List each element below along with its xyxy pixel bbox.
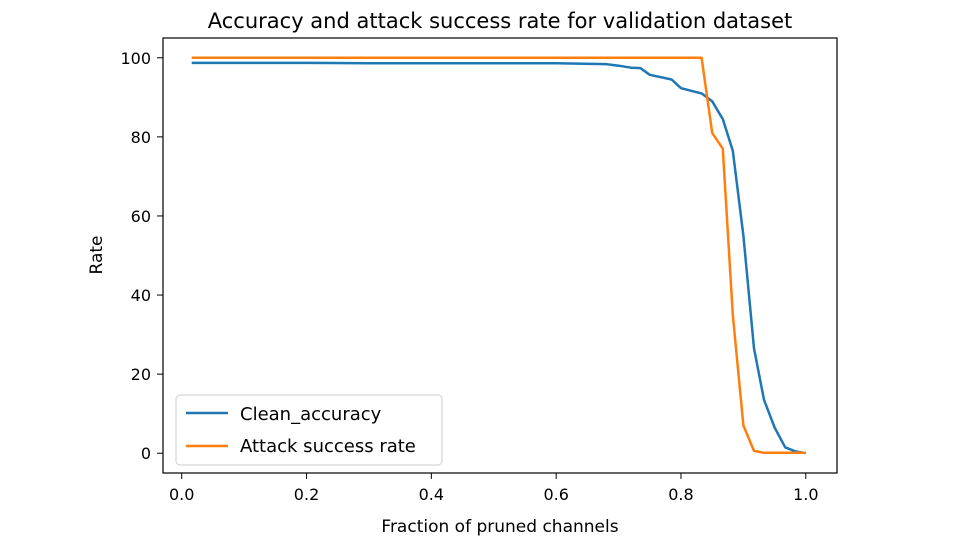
x-tick-label: 0.4 <box>419 485 444 504</box>
x-tick-label: 0.2 <box>294 485 319 504</box>
y-tick-label: 40 <box>131 286 151 305</box>
y-tick-label: 60 <box>131 207 151 226</box>
y-tick-label: 20 <box>131 365 151 384</box>
legend-box <box>175 394 443 466</box>
series-line-attack-success-rate <box>191 56 806 455</box>
x-axis-label: Fraction of pruned channels <box>381 517 618 537</box>
legend-label-clean-accuracy: Clean_accuracy <box>240 404 382 425</box>
x-tick-label: 1.0 <box>793 485 818 504</box>
y-tick-label: 80 <box>131 128 151 147</box>
series-line-clean-accuracy <box>191 61 807 455</box>
y-tick-label: 100 <box>120 49 151 68</box>
y-axis-label: Rate <box>87 236 107 275</box>
legend: Clean_accuracy Attack success rate <box>175 394 443 466</box>
x-tick-label: 0.0 <box>169 485 194 504</box>
x-axis-ticks: 0.0 0.2 0.4 0.6 0.8 1.0 <box>169 473 819 504</box>
series-layer <box>191 56 807 455</box>
chart-title: Accuracy and attack success rate for val… <box>208 9 792 33</box>
y-axis-ticks: 0 20 40 60 80 100 <box>120 49 163 463</box>
legend-label-attack-success-rate: Attack success rate <box>240 436 416 457</box>
y-tick-label: 0 <box>141 444 151 463</box>
x-tick-label: 0.6 <box>543 485 568 504</box>
x-tick-label: 0.8 <box>668 485 693 504</box>
